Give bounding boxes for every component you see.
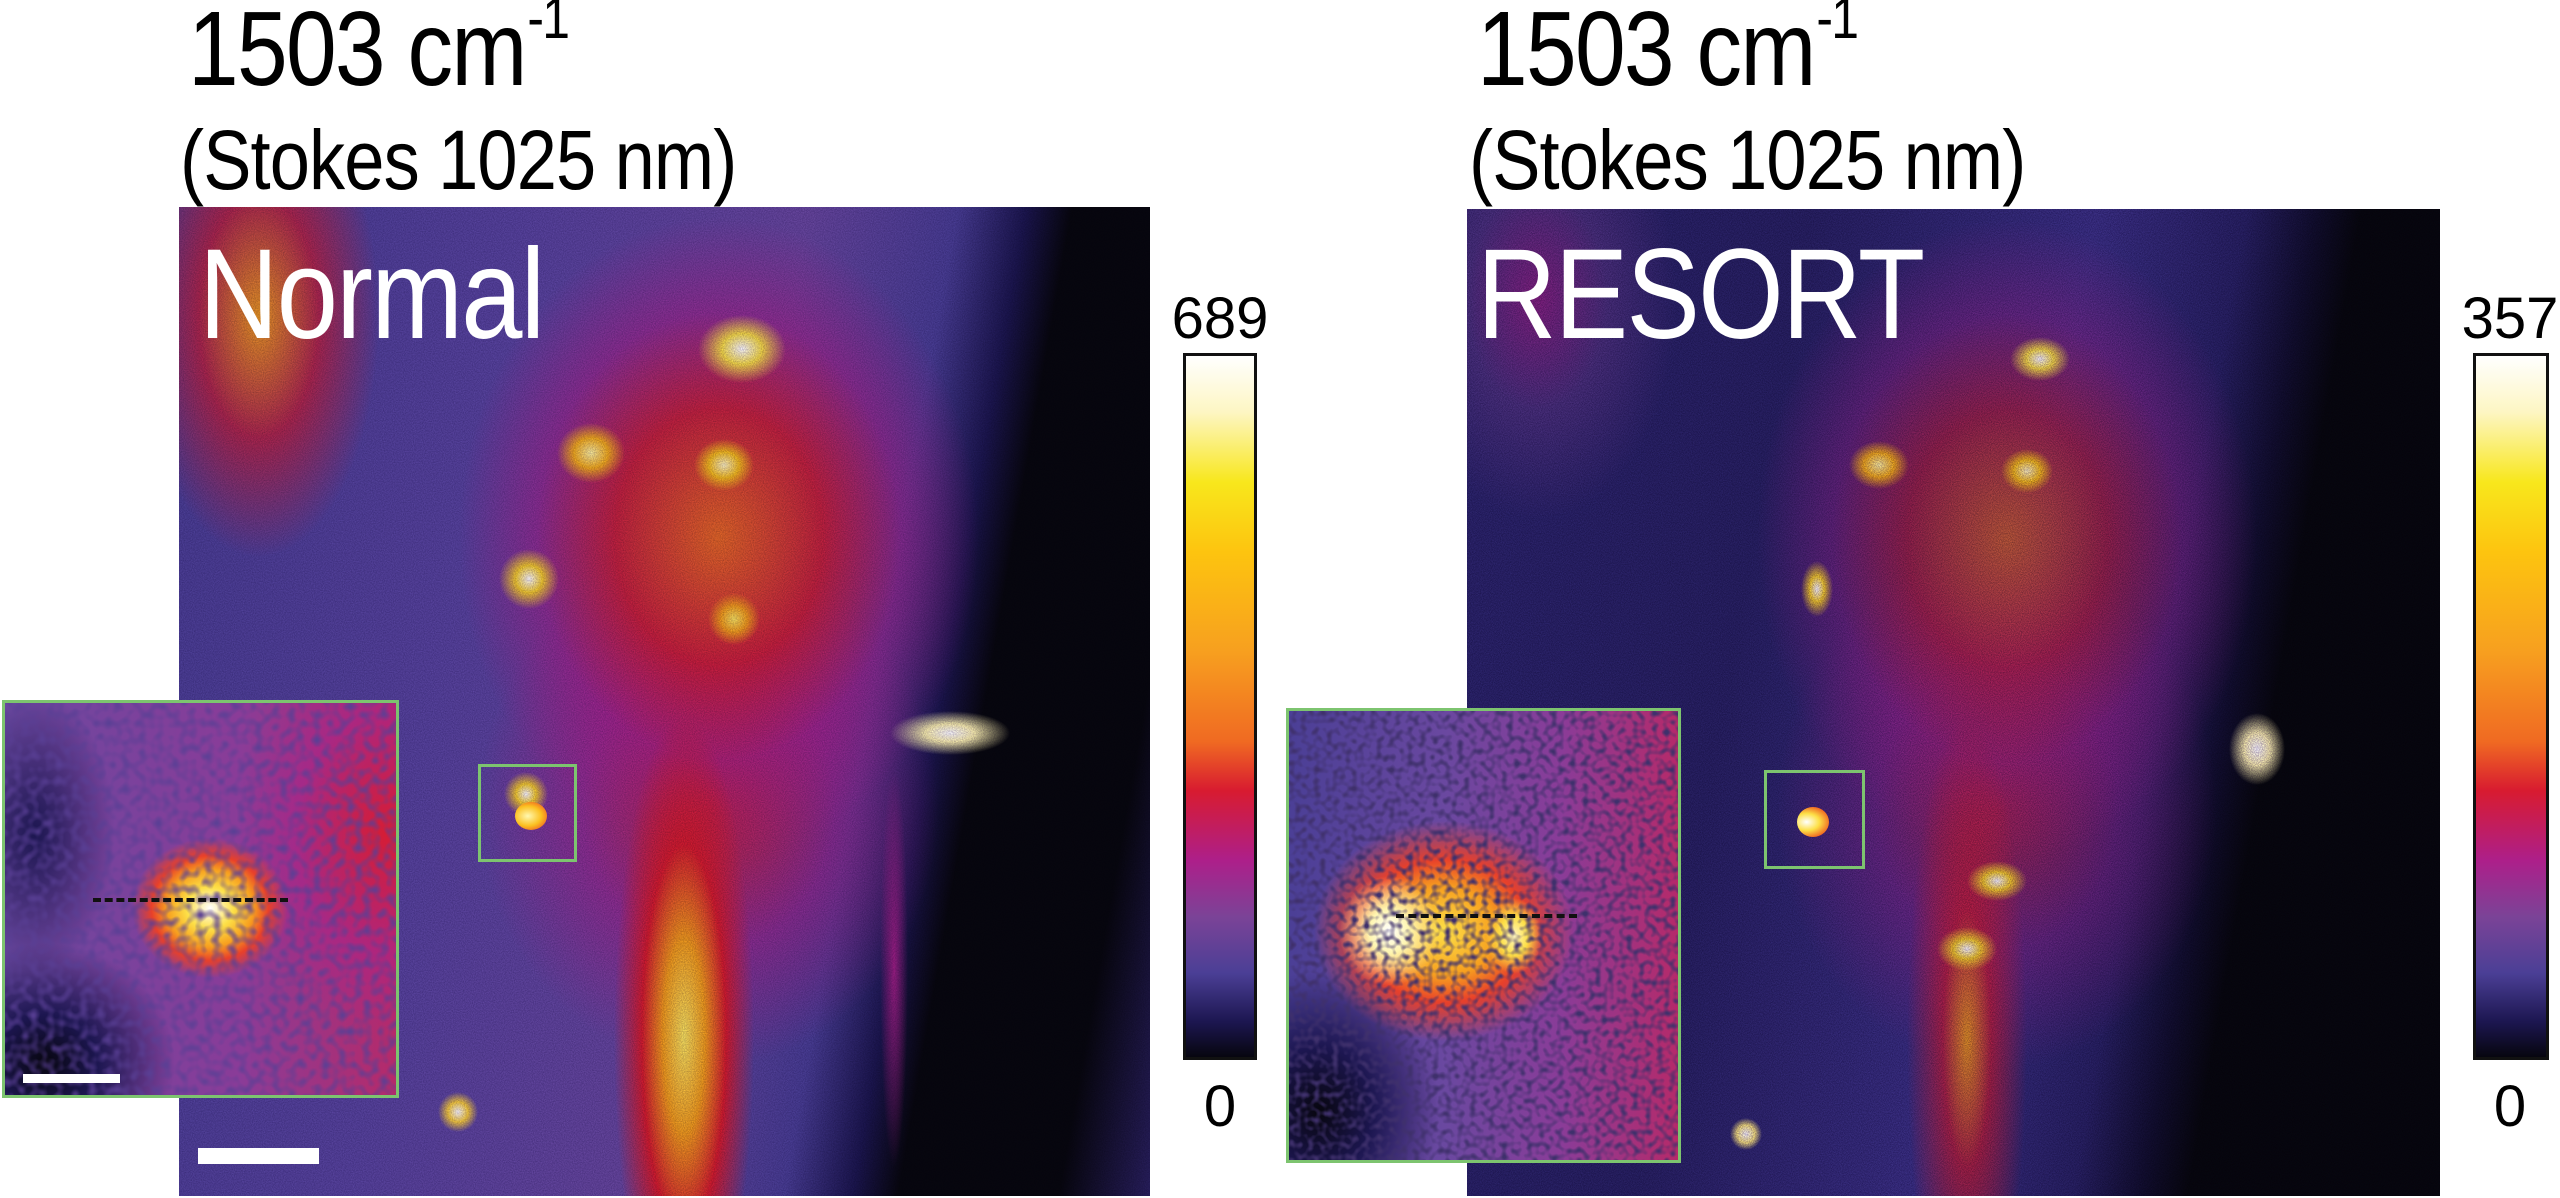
- panel-normal-subtitle: (Stokes 1025 nm): [180, 113, 737, 207]
- roi-box-normal: [478, 764, 577, 862]
- colorbar-resort: [2473, 353, 2549, 1060]
- roi-box-resort: [1764, 770, 1865, 869]
- colorbar-normal: [1183, 353, 1257, 1060]
- colorbar-max-label-normal: 689: [1171, 286, 1269, 351]
- colorbar-min-label-normal: 0: [1203, 1074, 1237, 1139]
- profile-dashed-line-normal: [93, 898, 288, 902]
- panel-normal-title: 1503 cm-1: [188, 0, 570, 102]
- panel-resort-title: 1503 cm-1: [1477, 0, 1859, 102]
- colorbar-min-label-resort: 0: [2493, 1074, 2527, 1139]
- inset-zoom-resort: [1286, 708, 1681, 1163]
- panel-label-resort: RESORT: [1477, 223, 1925, 366]
- profile-dashed-line-resort: [1396, 914, 1577, 918]
- title-superscript: -1: [527, 0, 570, 51]
- panel-resort-subtitle: (Stokes 1025 nm): [1469, 113, 2026, 207]
- roi-particle: [1797, 807, 1829, 837]
- scalebar-main-normal: [198, 1148, 319, 1164]
- title-superscript: -1: [1816, 0, 1859, 51]
- colorbar-max-label-resort: 357: [2461, 286, 2559, 351]
- title-wavenumber: 1503 cm: [1477, 0, 1816, 108]
- inset-zoom-normal: [2, 700, 399, 1098]
- image-normal: Normal: [179, 207, 1150, 1196]
- panel-label-normal: Normal: [199, 223, 545, 366]
- scalebar-inset-normal: [23, 1074, 120, 1083]
- roi-particle: [515, 802, 547, 830]
- title-wavenumber: 1503 cm: [188, 0, 527, 108]
- pixel-texture: [1289, 711, 1678, 1160]
